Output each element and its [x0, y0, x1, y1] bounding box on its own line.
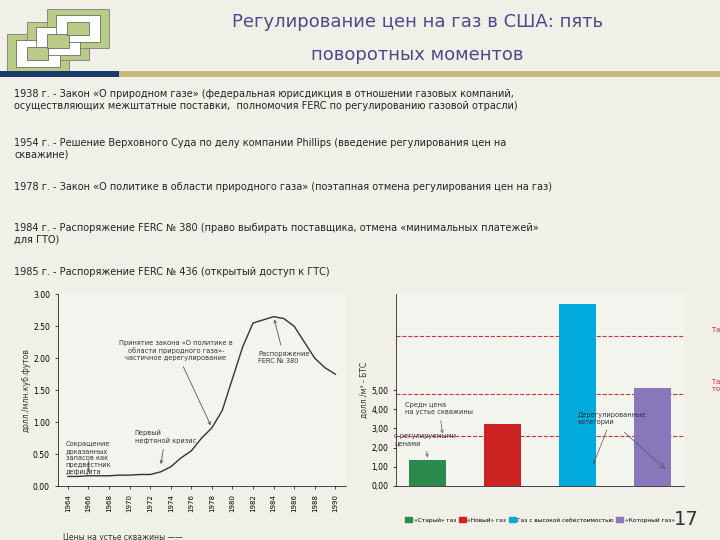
- Y-axis label: долл./млн.куб.футов: долл./млн.куб.футов: [21, 348, 30, 432]
- Bar: [36, 27, 80, 55]
- Bar: [48, 35, 68, 48]
- Bar: [559, 304, 596, 486]
- Bar: [634, 388, 671, 486]
- Text: Средн цена
на устье скважины: Средн цена на устье скважины: [405, 402, 473, 433]
- Bar: [409, 460, 446, 486]
- Bar: [48, 9, 109, 48]
- Text: Тариф на доступные топлива: Тариф на доступные топлива: [712, 327, 720, 333]
- Text: с регулируемыми
ценами: с регулируемыми ценами: [394, 433, 456, 457]
- Text: Дерегулированные
категории: Дерегулированные категории: [577, 411, 646, 463]
- Text: 1978 г. - Закон «О политике в области природного газа» (поэтапная отмена регулир: 1978 г. - Закон «О политике в области пр…: [14, 183, 552, 192]
- Text: 1985 г. - Распоряжение FERC № 436 (открытый доступ к ГТС): 1985 г. - Распоряжение FERC № 436 (откры…: [14, 267, 330, 278]
- Text: поворотных моментов: поворотных моментов: [311, 46, 524, 64]
- Legend: «Старый» газ, «Новый» газ, Газ с высокой себестоимостью, «Которный газ»: «Старый» газ, «Новый» газ, Газ с высокой…: [402, 515, 678, 525]
- Text: 17: 17: [674, 510, 698, 529]
- Bar: [484, 424, 521, 486]
- Bar: [16, 40, 60, 68]
- Bar: [0, 71, 119, 77]
- Bar: [27, 47, 48, 60]
- Bar: [7, 35, 68, 73]
- Text: Принятие закона «О политике в
области природного газа»-
частичное дерегулировани: Принятие закона «О политике в области пр…: [119, 340, 233, 424]
- Text: Цены на устье скважины ——: Цены на устье скважины ——: [63, 532, 183, 540]
- Text: Распоряжение
FERC № 380: Распоряжение FERC № 380: [258, 320, 310, 363]
- Text: Первый
нефтяной кризис: Первый нефтяной кризис: [135, 430, 196, 463]
- Text: Тариф на альтернативные
топливным услугам: Тариф на альтернативные топливным услуга…: [712, 379, 720, 392]
- Bar: [68, 22, 89, 35]
- Bar: [119, 71, 720, 77]
- Text: 1954 г. - Решение Верховного Суда по делу компании Phillips (введение регулирова: 1954 г. - Решение Верховного Суда по дел…: [14, 138, 507, 159]
- Text: Сокращение
доказанных
запасов как
предвестник
дефицита: Сокращение доказанных запасов как предве…: [66, 441, 112, 475]
- Text: Регулирование цен на газ в США: пять: Регулирование цен на газ в США: пять: [232, 14, 603, 31]
- Y-axis label: долл./м³ - БТС: долл./м³ - БТС: [359, 362, 369, 418]
- Bar: [56, 15, 100, 42]
- Text: 1938 г. - Закон «О природном газе» (федеральная юрисдикция в отношении газовых к: 1938 г. - Закон «О природном газе» (феде…: [14, 89, 518, 111]
- Text: 1984 г. - Распоряжение FERC № 380 (право выбирать поставщика, отмена «минимальны: 1984 г. - Распоряжение FERC № 380 (право…: [14, 222, 539, 244]
- Bar: [27, 22, 89, 60]
